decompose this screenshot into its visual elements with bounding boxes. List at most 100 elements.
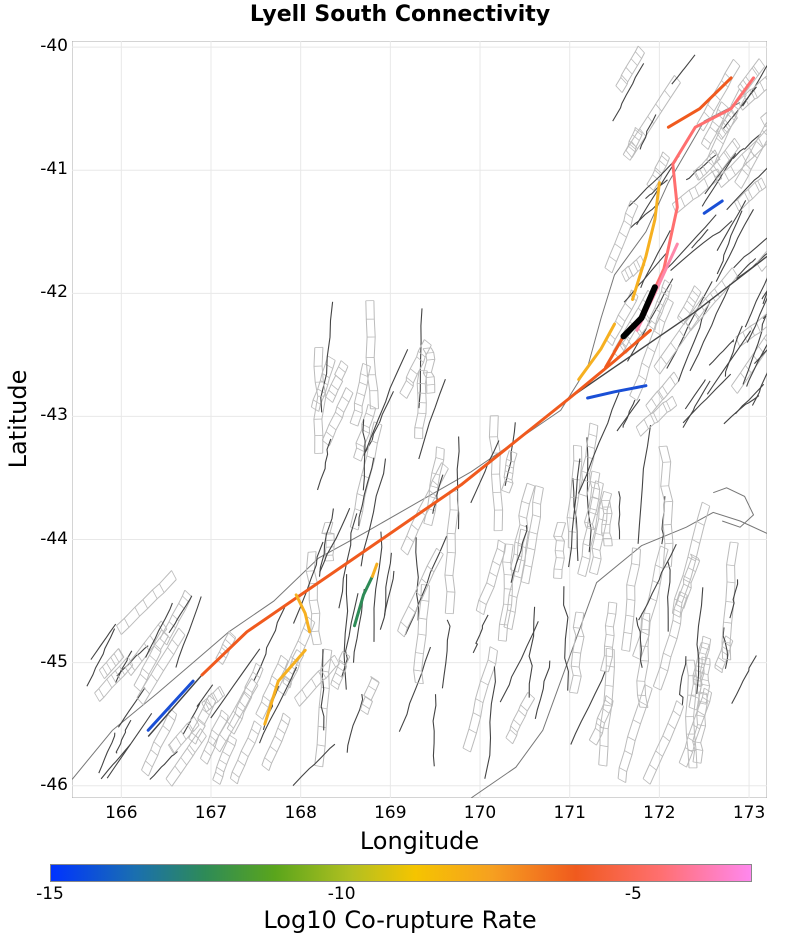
- fault-rung: [721, 101, 729, 108]
- map-plot-area[interactable]: [72, 41, 767, 798]
- fault-rung: [651, 398, 657, 408]
- fault-rung: [462, 747, 471, 753]
- fault-trace: [570, 671, 606, 745]
- fault-trace: [667, 561, 671, 632]
- fault-rung: [167, 647, 175, 655]
- fault-rung: [335, 411, 343, 419]
- fault-rung: [725, 600, 734, 603]
- fault-trace: [299, 663, 340, 707]
- fault-rung: [625, 212, 633, 219]
- fault-rung: [726, 581, 736, 584]
- fault-rung: [693, 170, 699, 181]
- fault-rung: [143, 686, 150, 695]
- fault-rung: [663, 652, 672, 658]
- fault-rung: [632, 655, 641, 660]
- fault-rung: [661, 155, 669, 162]
- fault-rung: [369, 439, 378, 444]
- fault-rung: [721, 126, 729, 134]
- fault-rung: [604, 699, 613, 706]
- fault-rung: [637, 45, 645, 54]
- fault-rung: [706, 160, 714, 167]
- fault-rung: [582, 543, 591, 547]
- fault-rung: [608, 601, 617, 604]
- fault-rung: [575, 611, 584, 614]
- fault-rung: [588, 433, 597, 437]
- fault-rung: [321, 686, 330, 689]
- fault-rung: [509, 594, 518, 598]
- fault-rung: [364, 696, 373, 702]
- fault-trace-edge: [734, 120, 767, 183]
- x-tick-label: 170: [463, 803, 497, 823]
- fault-rung: [664, 542, 674, 545]
- fault-rung: [617, 778, 626, 783]
- fault-rung: [141, 769, 149, 777]
- fault-rung: [106, 678, 113, 689]
- fault-trace: [367, 680, 380, 715]
- fault-trace: [744, 277, 767, 328]
- fault-rung: [691, 290, 699, 298]
- fault-rung: [653, 330, 662, 336]
- fault-rung: [397, 630, 405, 638]
- fault-rung: [269, 746, 278, 753]
- fault-rung: [330, 684, 339, 690]
- fault-rung: [219, 715, 228, 722]
- fault-rung: [513, 575, 523, 579]
- fault-rung: [211, 693, 217, 703]
- fault-trace: [701, 152, 737, 207]
- fault-trace: [196, 684, 214, 707]
- fault-rung: [153, 645, 162, 653]
- fault-rung: [756, 322, 761, 333]
- fault-rung: [255, 713, 263, 720]
- fault-rung: [447, 532, 456, 535]
- fault-trace: [98, 732, 116, 774]
- fault-rung: [709, 155, 715, 165]
- fault-rung: [582, 479, 591, 483]
- fault-rung: [758, 138, 764, 148]
- fault-rung: [592, 547, 601, 551]
- fault-rung: [672, 395, 678, 406]
- fault-rung: [334, 374, 342, 381]
- fault-trace: [676, 178, 723, 214]
- fault-trace: [689, 283, 731, 372]
- co-rupture-segment: [263, 648, 307, 726]
- fault-trace: [115, 719, 132, 754]
- fault-rung: [123, 618, 130, 628]
- fault-rung: [222, 751, 231, 757]
- fault-rung: [753, 65, 760, 75]
- y-tick-label: -46: [40, 774, 68, 795]
- fault-rung: [238, 700, 246, 708]
- fault-rung: [624, 269, 630, 279]
- fault-rung: [110, 657, 117, 667]
- fault-trace: [106, 712, 153, 779]
- fault-rung: [413, 669, 422, 672]
- fault-rung: [422, 347, 432, 350]
- fault-trace: [86, 628, 116, 687]
- fault-rung: [338, 366, 346, 373]
- fault-rung: [661, 291, 669, 298]
- fault-trace: [470, 440, 500, 504]
- fault-rung: [725, 635, 734, 642]
- fault-rung: [501, 489, 510, 494]
- fault-trace: [751, 372, 767, 406]
- fault-rung: [603, 704, 612, 707]
- fault-rung: [153, 741, 161, 748]
- fault-rung: [408, 605, 416, 613]
- fault-rung: [313, 643, 322, 646]
- fault-trace: [168, 595, 193, 634]
- fault-rung: [507, 609, 516, 613]
- fault-rung: [571, 478, 581, 481]
- fault-trace: [724, 325, 743, 377]
- fault-rung: [669, 634, 678, 640]
- colorbar: [50, 864, 752, 882]
- fault-rung: [427, 508, 436, 512]
- fault-trace-edge: [621, 547, 633, 650]
- fault-rung: [758, 58, 766, 67]
- fault-trace: [358, 457, 375, 527]
- fault-rung: [653, 412, 659, 423]
- fault-trace: [117, 687, 146, 728]
- fault-rung: [503, 626, 512, 630]
- fault-rung: [573, 674, 582, 677]
- fault-rung: [647, 324, 656, 331]
- fault-rung: [221, 709, 229, 717]
- fault-rung: [211, 729, 219, 736]
